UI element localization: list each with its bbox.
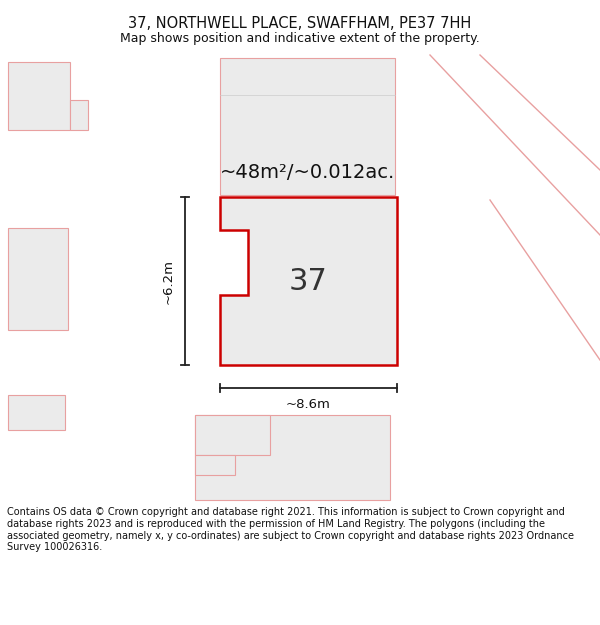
Text: Map shows position and indicative extent of the property.: Map shows position and indicative extent… xyxy=(120,32,480,45)
Text: Contains OS data © Crown copyright and database right 2021. This information is : Contains OS data © Crown copyright and d… xyxy=(7,508,574,552)
Polygon shape xyxy=(220,197,397,365)
Text: 37: 37 xyxy=(289,266,328,296)
Polygon shape xyxy=(8,228,68,330)
Text: ~48m²/~0.012ac.: ~48m²/~0.012ac. xyxy=(220,164,395,182)
Polygon shape xyxy=(195,455,235,475)
Polygon shape xyxy=(70,100,88,130)
Text: ~8.6m: ~8.6m xyxy=(286,398,331,411)
Polygon shape xyxy=(8,395,65,430)
Polygon shape xyxy=(8,62,70,130)
Text: ~6.2m: ~6.2m xyxy=(162,259,175,304)
Polygon shape xyxy=(195,415,390,500)
Text: 37, NORTHWELL PLACE, SWAFFHAM, PE37 7HH: 37, NORTHWELL PLACE, SWAFFHAM, PE37 7HH xyxy=(128,16,472,31)
Polygon shape xyxy=(220,58,395,195)
Polygon shape xyxy=(195,415,270,455)
